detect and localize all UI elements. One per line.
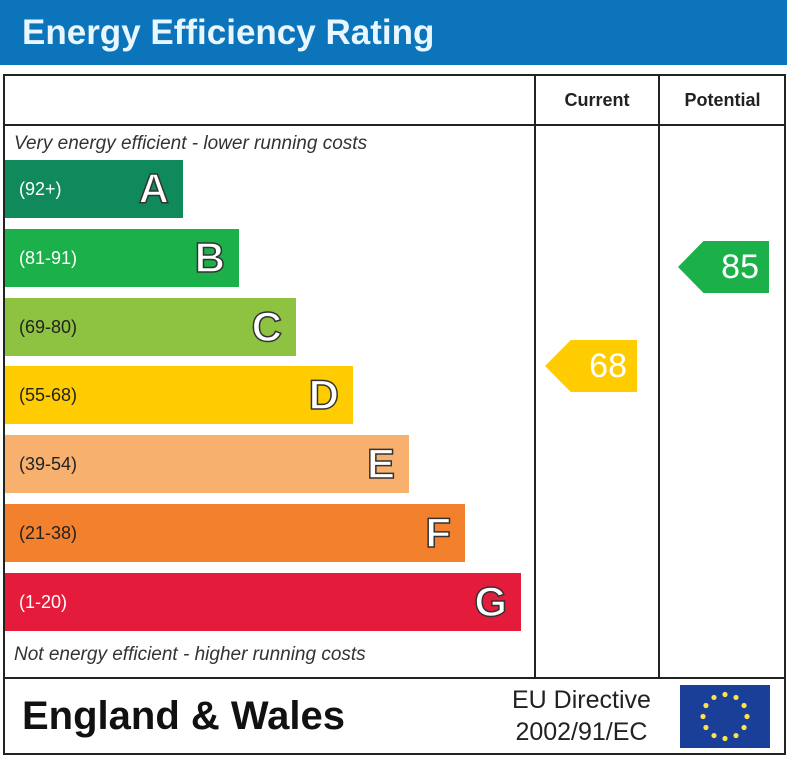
directive-line2: 2002/91/EC [515,718,648,746]
band-F: (21-38) F [5,504,465,562]
band-A: (92+) A [5,160,183,218]
band-letter: E [366,439,396,488]
star-icon [744,713,750,720]
band-B: (81-91) B [5,229,239,287]
bottom-note: Not energy efficient - higher running co… [14,644,366,665]
band-E: (39-54) E [5,435,409,493]
star-icon [711,732,717,739]
divider [3,677,786,679]
potential-rating-value: 85 [721,248,759,286]
star-icon [733,732,739,739]
current-rating-value: 68 [589,347,627,385]
potential-rating-arrow: 85 [678,241,769,293]
star-icon [741,724,747,731]
star-icon [722,735,728,742]
band-range: (39-54) [19,454,78,474]
top-note: Very energy efficient - lower running co… [14,133,368,154]
band-C: (69-80) C [5,298,296,356]
star-icon [741,702,747,709]
star-icon [700,713,706,720]
column-header-current: Current [564,90,630,110]
divider [658,74,660,678]
region-label: England & Wales [22,694,346,738]
star-icon [722,691,728,698]
divider [534,74,536,678]
star-icon [711,694,717,701]
band-letter: C [251,302,283,351]
star-icon [703,702,709,709]
band-letter: B [194,233,226,282]
band-range: (92+) [19,179,62,199]
band-D: (55-68) D [5,366,353,424]
band-letter: A [138,164,170,213]
eu-flag-icon [680,685,770,748]
directive-line1: EU Directive [512,686,651,714]
column-header-potential: Potential [684,90,761,110]
band-letter: D [308,370,340,419]
band-G: (1-20) G [5,573,521,631]
star-icon [703,724,709,731]
band-letter: G [474,577,508,626]
rating-table [3,74,786,755]
band-range: (81-91) [19,248,78,268]
band-range: (21-38) [19,523,78,543]
band-range: (55-68) [19,385,78,405]
chart-title: Energy Efficiency Rating [0,0,787,65]
divider [3,124,786,126]
star-icon [733,694,739,701]
band-range: (1-20) [19,592,68,612]
eu-directive: EU Directive 2002/91/EC [512,684,651,748]
band-range: (69-80) [19,317,78,337]
band-letter: F [425,508,452,557]
